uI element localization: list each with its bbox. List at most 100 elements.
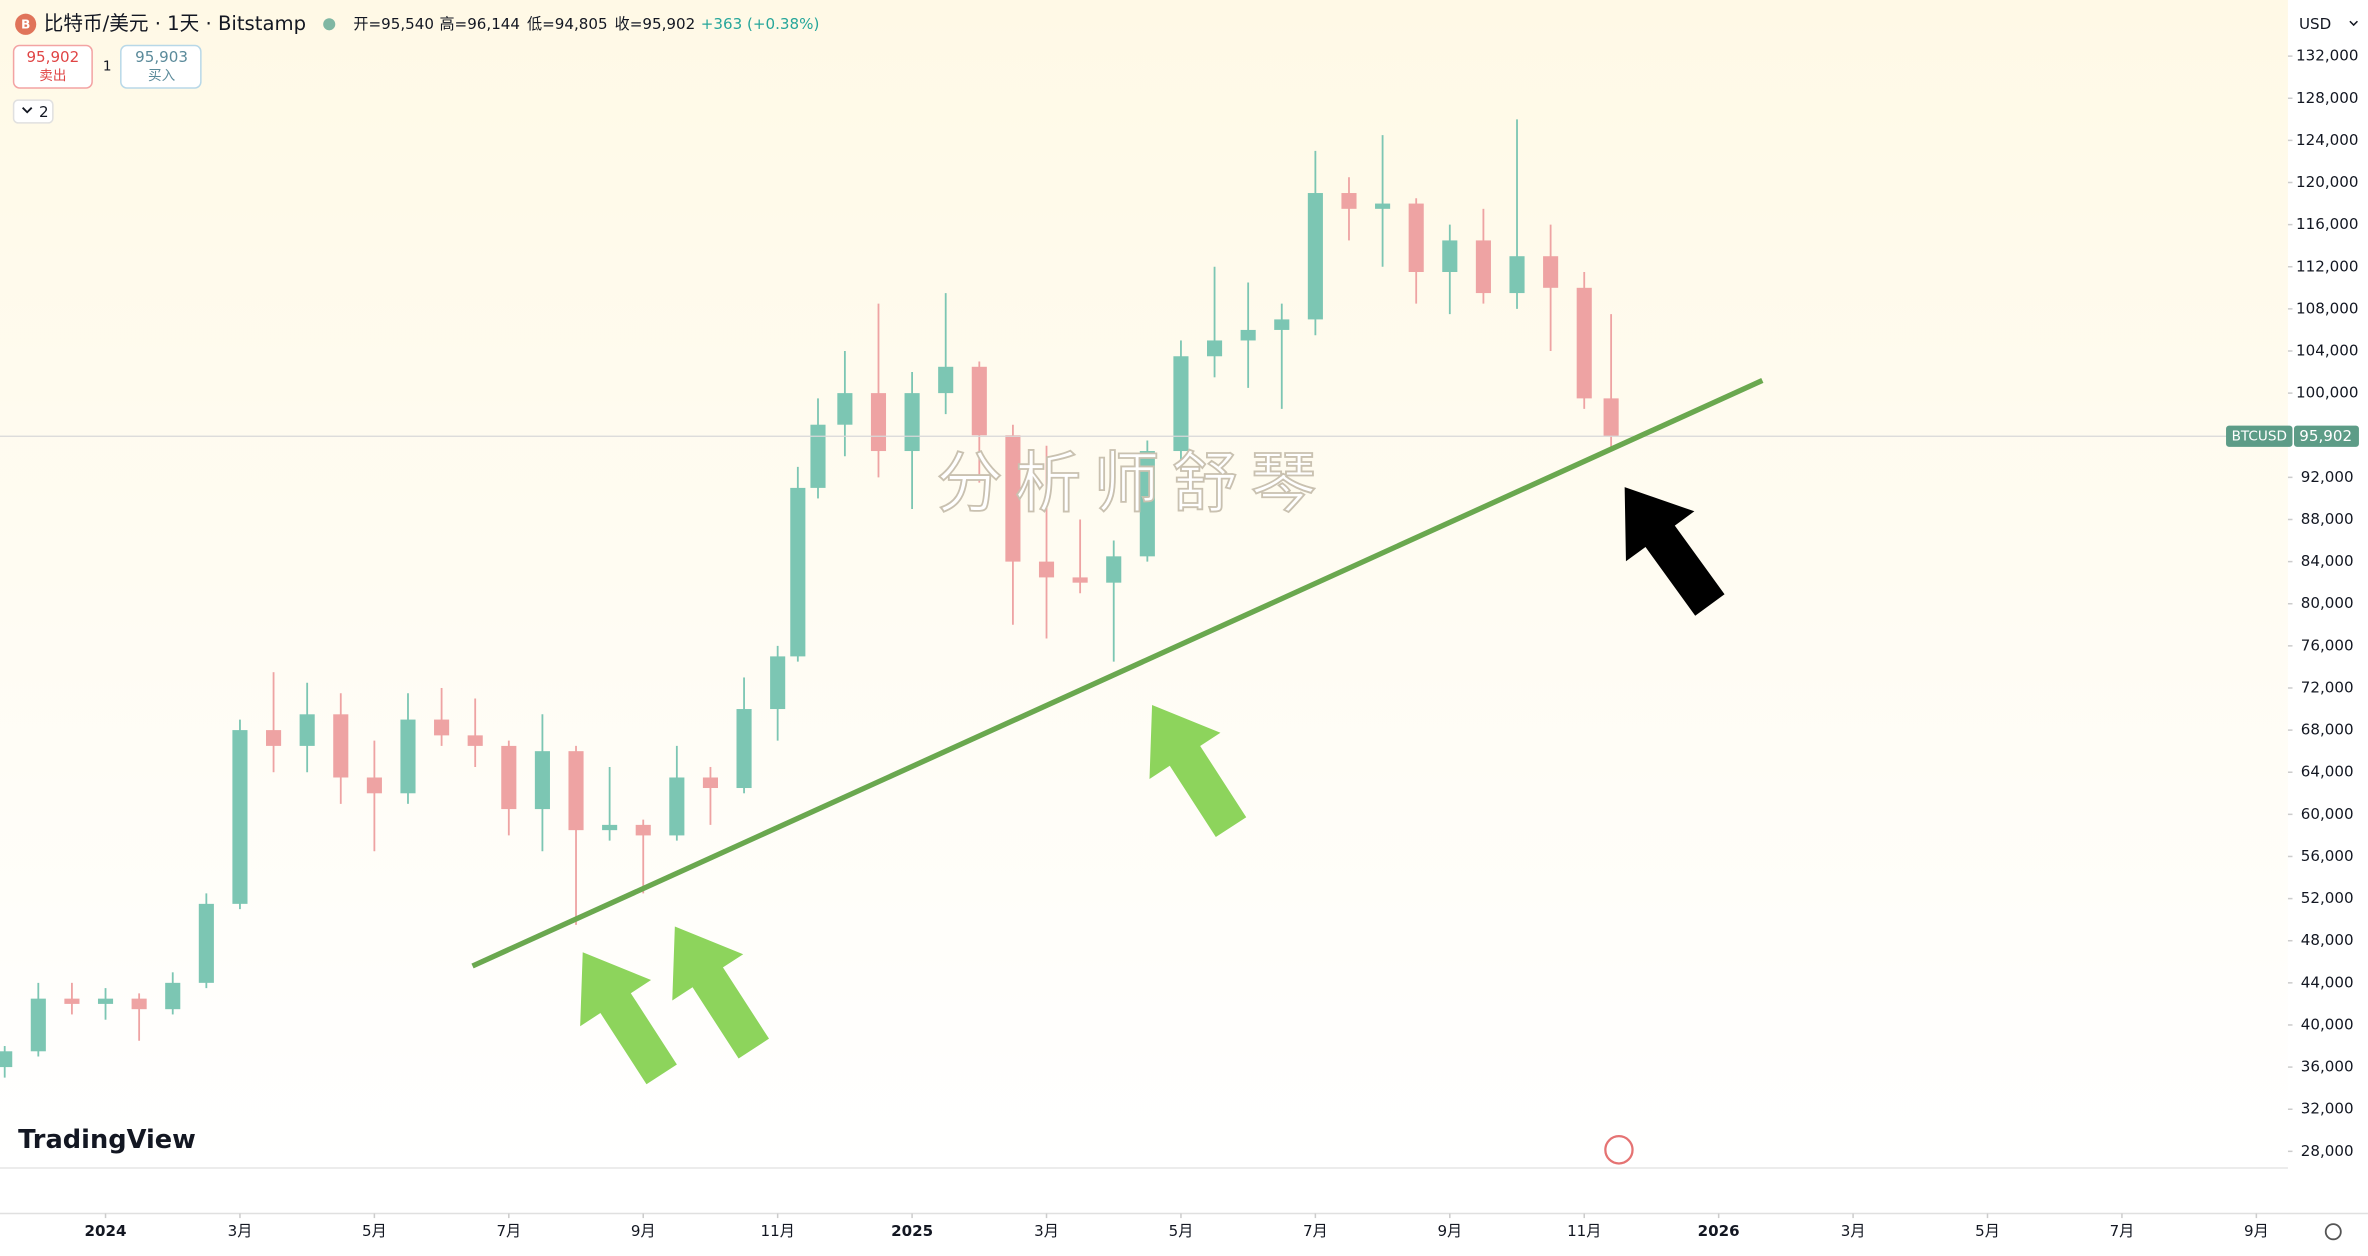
candle-body bbox=[64, 998, 80, 1004]
symbol-icon bbox=[15, 13, 37, 35]
quantity: 1 bbox=[103, 59, 112, 75]
symbol-icon-glyph: B bbox=[21, 18, 30, 32]
x-tick-label: 5月 bbox=[1169, 1222, 1194, 1240]
candle-body bbox=[1543, 256, 1559, 288]
y-tick-label: 104,000 bbox=[2296, 341, 2358, 359]
candle-body bbox=[770, 656, 786, 710]
settings-icon[interactable] bbox=[2324, 1223, 2342, 1241]
candle-body bbox=[400, 719, 416, 794]
symbol-label: BTCUSD bbox=[2232, 428, 2287, 444]
candle-body bbox=[1173, 356, 1189, 452]
symbol-title[interactable]: 比特币/美元 · 1天 · Bitstamp bbox=[44, 12, 306, 35]
currency[interactable]: USD bbox=[2299, 15, 2331, 33]
event-flag[interactable] bbox=[1604, 1135, 1634, 1165]
y-tick-label: 124,000 bbox=[2296, 131, 2358, 149]
plot-background bbox=[0, 0, 2288, 1169]
sell-button[interactable] bbox=[12, 44, 93, 89]
candle-body bbox=[299, 714, 315, 746]
brand-logo: TradingView bbox=[18, 1125, 196, 1155]
candle-body bbox=[669, 777, 685, 836]
candle-body bbox=[1341, 193, 1357, 209]
buy-label: 买入 bbox=[148, 68, 176, 84]
annotation-arrows bbox=[580, 487, 1725, 1085]
chevron bbox=[22, 107, 33, 114]
candle-body bbox=[1509, 256, 1525, 294]
sell-label: 卖出 bbox=[39, 68, 66, 84]
candle-body bbox=[1442, 240, 1458, 273]
ohlc-change: +363 (+0.38%) bbox=[701, 15, 820, 33]
currency-chevron bbox=[2349, 20, 2358, 27]
candle-body bbox=[1375, 203, 1391, 209]
y-tick-label: 36,000 bbox=[2301, 1058, 2354, 1076]
indicators-toggle[interactable] bbox=[12, 99, 54, 124]
last-price-box bbox=[2294, 425, 2359, 447]
x-tick-label: 5月 bbox=[1975, 1222, 2000, 1240]
candle-body bbox=[0, 1051, 13, 1068]
candle-body bbox=[1106, 556, 1122, 583]
y-tick-label: 68,000 bbox=[2301, 721, 2354, 739]
y-tick-label: 88,000 bbox=[2301, 510, 2354, 528]
ohlc-low: 低=94,805 bbox=[527, 15, 608, 33]
price-axis bbox=[2287, 0, 2368, 1214]
x-tick-label: 11月 bbox=[1567, 1222, 1601, 1240]
candle-body bbox=[30, 998, 46, 1052]
y-tick-label: 100,000 bbox=[2296, 384, 2358, 402]
y-tick-label: 128,000 bbox=[2296, 89, 2358, 107]
y-tick-label: 80,000 bbox=[2301, 594, 2354, 612]
candle-body bbox=[702, 777, 719, 789]
buy-button[interactable] bbox=[120, 44, 202, 89]
y-tick-label: 84,000 bbox=[2301, 552, 2354, 570]
candle-body bbox=[810, 424, 826, 488]
x-tick-label: 11月 bbox=[761, 1222, 795, 1240]
x-tick-label: 9月 bbox=[2244, 1222, 2269, 1240]
candle-body bbox=[1576, 287, 1592, 399]
x-tick-label: 7月 bbox=[496, 1222, 521, 1240]
green-arrow bbox=[1149, 704, 1247, 838]
candle-body bbox=[837, 393, 853, 425]
candle-body bbox=[1072, 577, 1088, 583]
x-tick-label: 3月 bbox=[1034, 1222, 1059, 1240]
y-tick-label: 76,000 bbox=[2301, 636, 2354, 654]
candle-body bbox=[1005, 435, 1021, 562]
x-tick-label: 3月 bbox=[228, 1222, 253, 1240]
candle-body bbox=[904, 393, 920, 452]
candle-body bbox=[568, 751, 584, 831]
candle-body bbox=[534, 751, 550, 810]
candle-body bbox=[232, 730, 248, 904]
ohlc-open: 开=95,540 bbox=[353, 15, 434, 33]
candle-body bbox=[467, 735, 483, 746]
candle-body bbox=[1207, 340, 1223, 357]
sell-price: 95,902 bbox=[26, 48, 79, 66]
candle-body bbox=[736, 709, 752, 789]
y-tick-label: 132,000 bbox=[2296, 47, 2358, 65]
y-tick-label: 56,000 bbox=[2301, 847, 2354, 865]
y-tick-label: 120,000 bbox=[2296, 173, 2358, 191]
candle-body bbox=[635, 824, 651, 836]
y-tick-label: 60,000 bbox=[2301, 805, 2354, 823]
candle-body bbox=[938, 366, 954, 394]
candle-body bbox=[870, 393, 887, 452]
x-tick-label: 2024 bbox=[85, 1222, 127, 1240]
candle-body bbox=[434, 719, 450, 736]
candle-body bbox=[198, 903, 214, 983]
candle-body bbox=[1603, 398, 1619, 437]
candle-body bbox=[1274, 319, 1290, 330]
candle-body bbox=[1240, 329, 1256, 341]
candle-body bbox=[1408, 203, 1424, 273]
candle-body bbox=[366, 777, 382, 794]
x-tick-label: 3月 bbox=[1841, 1222, 1866, 1240]
candle-body bbox=[1307, 193, 1323, 320]
x-tick-label: 9月 bbox=[1437, 1222, 1462, 1240]
candle-body bbox=[971, 366, 987, 436]
candle-body bbox=[131, 998, 147, 1010]
green-arrow bbox=[672, 926, 770, 1059]
last-price-label: 95,902 bbox=[2299, 427, 2352, 445]
green-arrow bbox=[580, 952, 677, 1085]
y-tick-label: 28,000 bbox=[2301, 1142, 2354, 1160]
candle-body bbox=[602, 824, 618, 831]
plot bbox=[0, 119, 2288, 1078]
candle-body bbox=[1139, 451, 1155, 557]
y-tick-label: 44,000 bbox=[2301, 973, 2354, 991]
